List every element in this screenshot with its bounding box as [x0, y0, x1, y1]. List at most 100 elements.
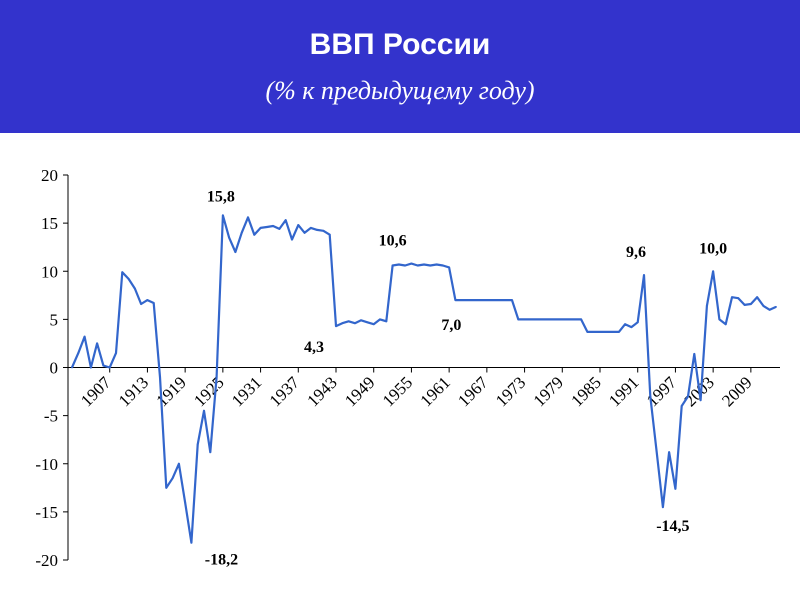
data-point	[165, 486, 168, 489]
data-point	[749, 303, 752, 305]
data-point	[768, 308, 771, 311]
data-point	[586, 330, 589, 333]
y-tick-label: 15	[41, 214, 58, 233]
page-subtitle: (% к предыдущему году)	[265, 76, 535, 105]
data-point	[108, 366, 111, 369]
data-point	[674, 487, 677, 490]
data-point	[504, 299, 507, 302]
data-point	[171, 477, 174, 480]
data-point	[303, 231, 306, 234]
data-point	[360, 319, 363, 322]
data-point	[416, 264, 419, 267]
data-point	[699, 399, 702, 402]
data-label: -18,2	[205, 552, 238, 569]
data-point	[309, 227, 312, 229]
data-point	[121, 271, 124, 274]
data-point	[617, 330, 620, 333]
data-point	[71, 366, 73, 369]
x-tick-label: 1907	[77, 373, 115, 411]
chart-annotations: 15,8 -18,2 4,3 10,6 7,0 9,6 -14,5 10,0	[205, 188, 727, 568]
y-tick-label: -20	[35, 551, 58, 570]
data-point	[77, 352, 80, 354]
data-point	[511, 299, 513, 302]
y-tick-label: 5	[50, 310, 59, 329]
data-point	[335, 325, 337, 328]
page-title: ВВП России	[309, 28, 491, 61]
y-axis-ticks: 20 15 10 5 0 -5 -10 -15 -20	[35, 166, 68, 570]
data-point	[240, 231, 243, 234]
y-tick-label: -15	[35, 503, 58, 522]
y-tick-label: 0	[50, 359, 59, 378]
data-point	[668, 451, 671, 454]
x-tick-label: 1937	[266, 373, 304, 411]
data-point	[102, 364, 105, 367]
data-point	[693, 353, 696, 355]
data-point	[705, 305, 708, 307]
x-tick-label: 1955	[379, 373, 416, 410]
data-point	[146, 299, 149, 302]
data-point	[687, 395, 689, 398]
data-point	[661, 506, 664, 508]
y-tick-label: -5	[44, 407, 58, 426]
data-point	[712, 270, 715, 273]
x-tick-label: 1919	[152, 373, 189, 410]
data-point	[448, 266, 451, 269]
data-point	[423, 263, 425, 266]
x-tick-label: 1943	[303, 373, 340, 410]
data-point	[341, 322, 344, 325]
data-point	[272, 225, 275, 227]
data-point	[278, 228, 281, 230]
data-point	[297, 224, 300, 226]
data-point	[133, 287, 136, 290]
data-point	[441, 264, 444, 267]
data-point	[410, 262, 413, 265]
header-banner	[0, 0, 800, 133]
data-label: -14,5	[656, 518, 689, 535]
data-point	[366, 321, 369, 324]
data-point	[152, 302, 155, 304]
x-tick-label: 1931	[228, 373, 265, 410]
data-point	[756, 296, 759, 299]
data-point	[253, 233, 256, 236]
data-point	[435, 263, 438, 266]
x-tick-label: 1991	[605, 373, 642, 410]
data-label: 15,8	[207, 188, 235, 205]
data-label: 10,0	[699, 240, 727, 257]
data-point	[209, 451, 212, 454]
x-tick-label: 1979	[530, 373, 567, 410]
data-point	[328, 233, 331, 236]
data-point	[322, 229, 325, 232]
data-point	[655, 450, 658, 453]
data-point	[196, 443, 199, 446]
data-point	[379, 318, 381, 321]
data-point	[404, 264, 407, 267]
data-point	[429, 264, 432, 267]
data-point	[96, 342, 99, 345]
data-point	[247, 216, 249, 219]
data-point	[762, 305, 765, 307]
data-point	[203, 409, 205, 412]
y-tick-label: 20	[41, 166, 58, 185]
data-point	[353, 322, 356, 325]
data-point	[385, 320, 388, 323]
data-point	[316, 228, 319, 231]
data-point	[397, 263, 400, 266]
data-point	[184, 501, 187, 504]
x-tick-label: 1973	[492, 373, 529, 410]
data-point	[737, 297, 740, 300]
data-point	[115, 352, 117, 354]
data-point	[517, 318, 520, 321]
data-point	[718, 318, 721, 321]
x-tick-label: 1949	[341, 373, 378, 410]
data-point	[372, 323, 375, 326]
data-point	[159, 376, 161, 379]
data-point	[177, 462, 180, 465]
data-label: 7,0	[441, 317, 461, 334]
data-point	[127, 278, 130, 280]
x-tick-label: 2009	[718, 373, 755, 410]
data-point	[636, 321, 639, 324]
chart-axes	[67, 175, 780, 560]
data-point	[228, 236, 231, 239]
x-tick-label: 1961	[416, 373, 453, 410]
